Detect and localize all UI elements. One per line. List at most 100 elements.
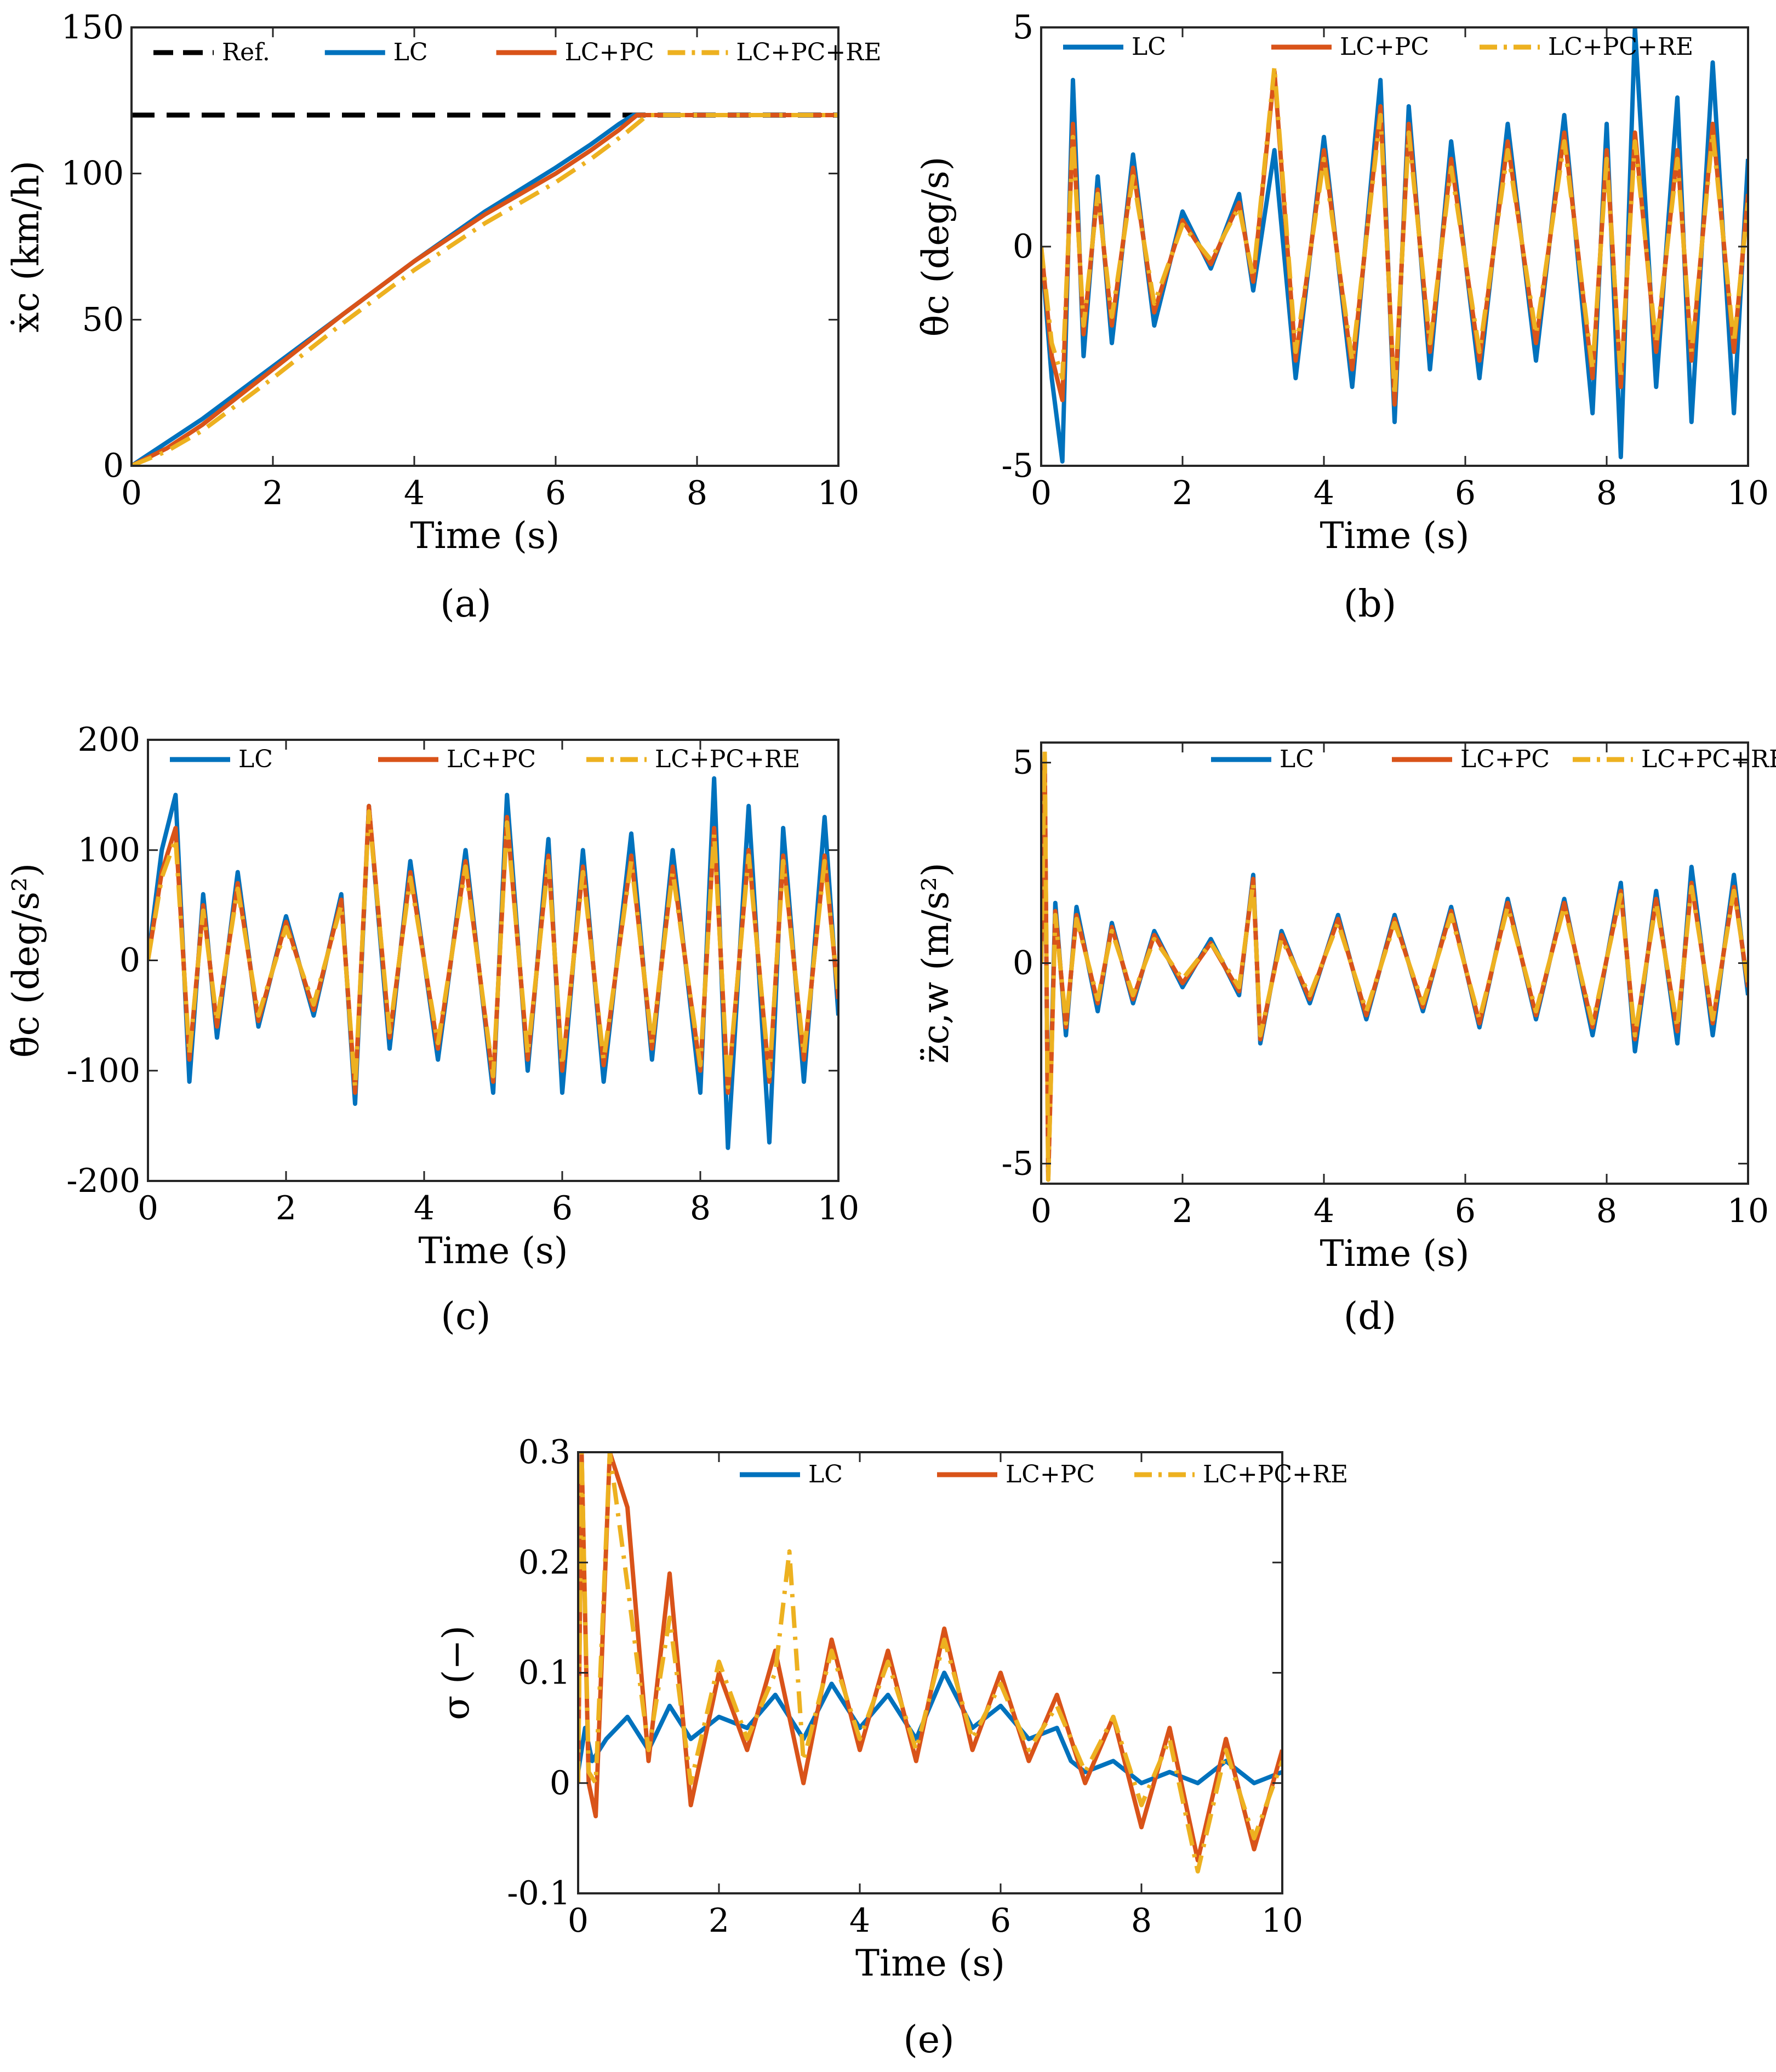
legend: LC LC+PC LC+PC+RE (1211, 745, 1776, 773)
panel-caption: (a) (440, 583, 492, 626)
series-line-lc (1041, 760, 1748, 1174)
y-tick-label: -200 (66, 1162, 140, 1200)
legend-entry: Ref. (222, 38, 270, 66)
legend-entry: LC+PC (565, 38, 654, 66)
legend-entry: LC (808, 1460, 843, 1488)
legend-entry: LC+PC+RE (736, 38, 881, 66)
series-line-lc-pc (578, 1452, 1282, 1863)
x-tick-label: 0 (568, 1902, 589, 1940)
x-tick-label: 2 (1172, 1192, 1193, 1230)
legend-entry: LC (1280, 745, 1314, 773)
y-tick-label: -0.1 (507, 1874, 570, 1913)
x-axis-label: Time (s) (855, 1942, 1005, 1984)
legend-entry: LC (1132, 33, 1166, 61)
x-tick-label: 0 (121, 474, 142, 512)
legend-entry: LC+PC+RE (1641, 745, 1776, 773)
y-tick-label: -5 (1002, 447, 1033, 485)
x-axis-label: Time (s) (1320, 1232, 1469, 1275)
x-tick-label: 6 (990, 1902, 1011, 1940)
legend: LC LC+PC LC+PC+RE (740, 1460, 1348, 1488)
x-tick-label: 10 (818, 1189, 859, 1228)
y-tick-label: 200 (77, 721, 140, 759)
x-tick-label: 2 (262, 474, 283, 512)
series-line-lc-pc (1041, 752, 1748, 1182)
x-tick-label: 10 (1261, 1902, 1303, 1940)
x-tick-label: 2 (709, 1902, 729, 1940)
y-tick-label: 0 (103, 447, 124, 485)
x-axis-label: Time (s) (410, 515, 559, 557)
y-tick-label: 100 (61, 155, 124, 193)
y-axis-label: θ̇c (deg/s) (915, 157, 957, 337)
y-tick-label: 0 (550, 1764, 570, 1802)
x-tick-label: 10 (1727, 474, 1769, 512)
x-tick-label: 8 (1596, 1192, 1617, 1230)
y-tick-label: -5 (1002, 1144, 1033, 1183)
x-tick-label: 4 (1314, 474, 1334, 512)
series-group (578, 1452, 1282, 1874)
x-tick-label: 6 (1455, 1192, 1476, 1230)
legend-entry: LC+PC+RE (1203, 1460, 1348, 1488)
x-tick-label: 2 (1172, 474, 1193, 512)
x-tick-label: 0 (1031, 1192, 1052, 1230)
x-tick-label: 0 (1031, 474, 1052, 512)
series-group (132, 112, 838, 466)
y-axis-label: ẋc (km/h) (5, 161, 47, 333)
series-group (1041, 27, 1748, 464)
y-tick-label: -100 (66, 1052, 140, 1090)
x-tick-label: 8 (1131, 1902, 1152, 1940)
panel-caption: (c) (441, 1295, 490, 1338)
legend-entry: LC (238, 745, 273, 773)
axes-box (130, 26, 840, 467)
y-axis-label: z̈c,w (m/s²) (915, 863, 957, 1064)
x-tick-label: 4 (1314, 1192, 1334, 1230)
x-tick-label: 6 (552, 1189, 573, 1228)
chart-panel-3: 0 2 4 6 8 10 -200 -100 0 100 200 Time (s) θ̈c (deg/s… (5, 721, 859, 1338)
series-group (1041, 748, 1748, 1182)
series-line-lc-pc (132, 113, 838, 466)
legend: Ref. LC LC+PC LC+PC+RE (153, 38, 882, 66)
series-group (148, 776, 838, 1150)
legend-entry: LC+PC (1006, 1460, 1095, 1488)
x-tick-label: 10 (1727, 1192, 1769, 1230)
x-tick-label: 10 (818, 474, 859, 512)
y-tick-label: 50 (82, 300, 124, 339)
y-tick-label: 0.3 (518, 1433, 570, 1471)
series-line-lc-pc-re (132, 113, 838, 466)
legend-entry: LC+PC (1460, 745, 1550, 773)
x-tick-label: 8 (687, 474, 707, 512)
y-tick-label: 100 (77, 831, 140, 869)
x-tick-label: 6 (1455, 474, 1476, 512)
panel-caption: (b) (1344, 583, 1397, 626)
x-tick-label: 4 (414, 1189, 435, 1228)
y-axis-label: σ (−) (435, 1625, 477, 1720)
y-tick-label: 0.1 (518, 1654, 570, 1692)
y-tick-label: 0 (119, 941, 140, 980)
axes-box (577, 1451, 1283, 1894)
x-axis-label: Time (s) (1320, 515, 1469, 557)
y-tick-label: 0.2 (518, 1543, 570, 1582)
x-tick-label: 4 (404, 474, 425, 512)
series-line-lc-pc-re (1041, 748, 1748, 1182)
y-tick-label: 0 (1013, 944, 1033, 983)
x-tick-label: 4 (849, 1902, 870, 1940)
legend-entry: LC (393, 38, 428, 66)
legend: LC LC+PC LC+PC+RE (170, 745, 800, 773)
panel-caption: (d) (1344, 1295, 1397, 1338)
x-tick-label: 8 (1596, 474, 1617, 512)
y-axis-label: θ̈c (deg/s²) (5, 863, 47, 1058)
x-tick-label: 2 (276, 1189, 296, 1228)
series-line-lc-pc-re (148, 809, 838, 1089)
series-line-lc-pc (1041, 69, 1748, 407)
legend-entry: LC+PC (447, 745, 536, 773)
y-tick-label: 0 (1013, 227, 1033, 266)
legend-entry: LC+PC+RE (655, 745, 800, 773)
x-tick-label: 6 (545, 474, 566, 512)
x-axis-label: Time (s) (418, 1230, 568, 1272)
x-tick-label: 8 (690, 1189, 711, 1228)
y-tick-label: 5 (1013, 744, 1033, 782)
